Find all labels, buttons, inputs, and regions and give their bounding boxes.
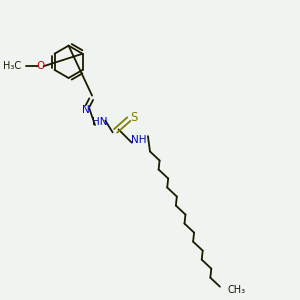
Text: CH₃: CH₃ bbox=[227, 285, 245, 295]
Text: H₃C: H₃C bbox=[3, 61, 22, 71]
Text: S: S bbox=[130, 111, 138, 124]
Text: N: N bbox=[82, 105, 90, 115]
Text: HN: HN bbox=[92, 117, 107, 127]
Text: O: O bbox=[37, 61, 45, 71]
Text: NH: NH bbox=[131, 135, 147, 145]
